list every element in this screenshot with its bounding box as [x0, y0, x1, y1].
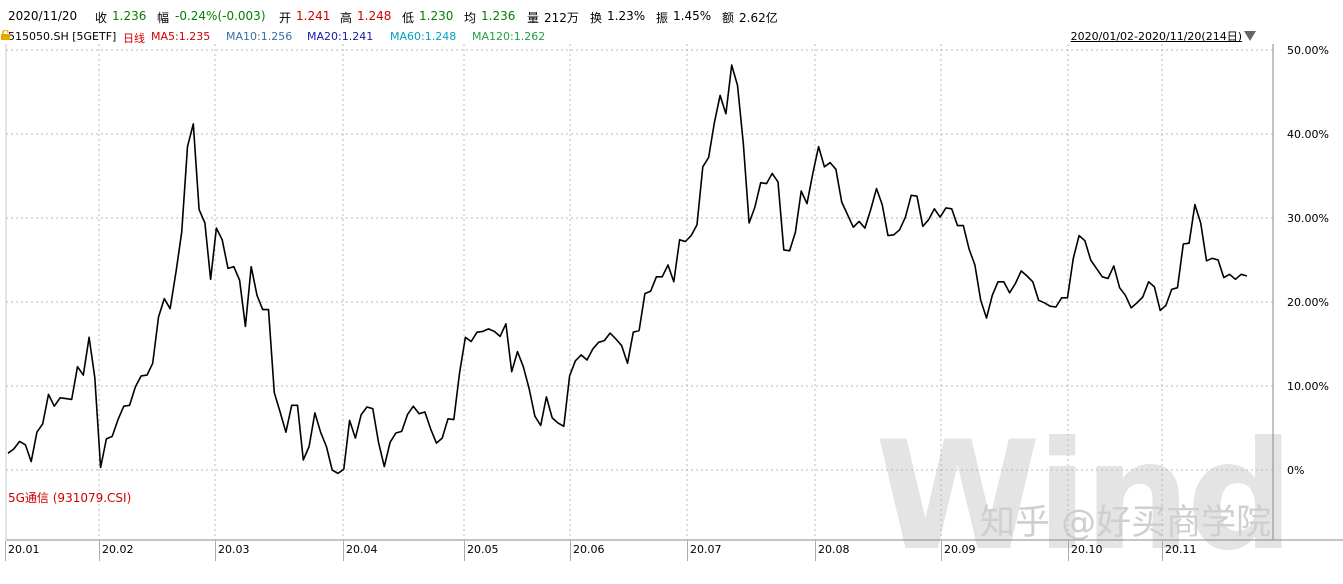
- x-tick-separator: [570, 541, 571, 561]
- y-tick-label: 20.00%: [1287, 296, 1329, 309]
- y-tick-label: 50.00%: [1287, 44, 1329, 57]
- x-tick-separator: [343, 541, 344, 561]
- x-tick-label: 20.02: [102, 543, 134, 556]
- y-tick-label: 30.00%: [1287, 212, 1329, 225]
- x-tick-label: 20.11: [1165, 543, 1197, 556]
- x-tick-label: 20.05: [467, 543, 499, 556]
- y-tick-label: 40.00%: [1287, 128, 1329, 141]
- x-tick-label: 20.04: [346, 543, 378, 556]
- y-tick-labels: 0% 10.00% 20.00% 30.00% 40.00% 50.00%: [1287, 44, 1329, 477]
- x-tick-separator: [1068, 541, 1069, 561]
- x-tick-label: 20.09: [944, 543, 976, 556]
- x-tick-separator: [99, 541, 100, 561]
- series-name-label: 5G通信 (931079.CSI): [8, 489, 131, 506]
- x-tick-label: 20.06: [573, 543, 605, 556]
- x-tick-separator: [687, 541, 688, 561]
- x-tick-label: 20.07: [690, 543, 722, 556]
- x-tick-label: 20.08: [818, 543, 850, 556]
- x-tick-label: 20.10: [1071, 543, 1103, 556]
- price-change-chart: 0% 10.00% 20.00% 30.00% 40.00% 50.00%: [0, 0, 1343, 568]
- x-tick-separator: [215, 541, 216, 561]
- chart-grid: [6, 44, 1273, 540]
- x-tick-separator: [5, 541, 6, 561]
- y-tick-label: 0%: [1287, 464, 1304, 477]
- x-tick-label: 20.01: [8, 543, 40, 556]
- x-tick-separator: [1162, 541, 1163, 561]
- x-tick-separator: [941, 541, 942, 561]
- series-line-5g: [8, 65, 1247, 473]
- x-tick-separator: [815, 541, 816, 561]
- x-tick-separator: [464, 541, 465, 561]
- y-tick-label: 10.00%: [1287, 380, 1329, 393]
- x-tick-label: 20.03: [218, 543, 250, 556]
